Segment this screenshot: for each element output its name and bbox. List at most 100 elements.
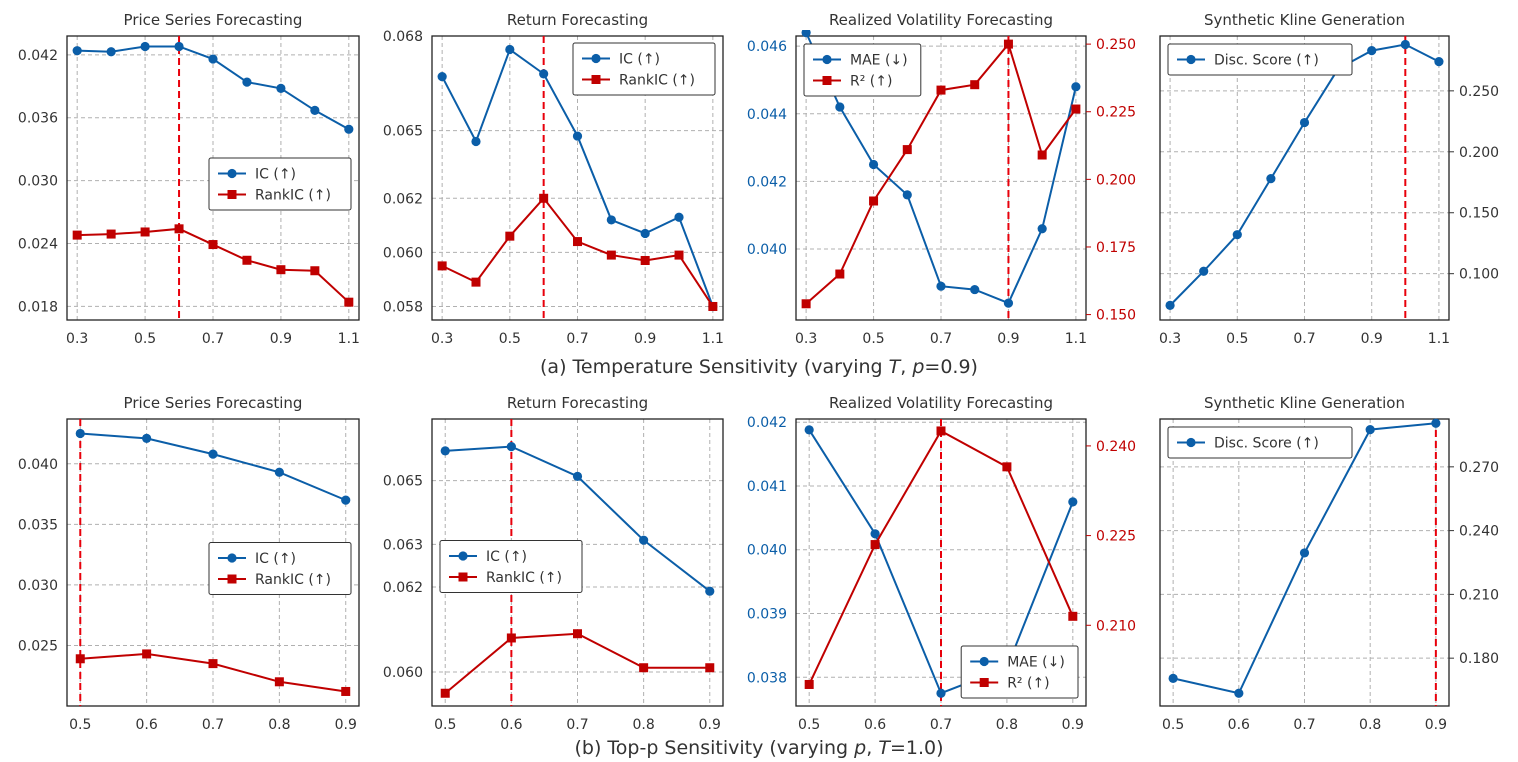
series-line: [444, 632, 710, 695]
chart-8: Synthetic Kline Generation 0.5 0.6 0.7 0.8 0.…: [1159, 394, 1499, 733]
legend-swatch-marker: [979, 678, 989, 687]
legend-box: [803, 43, 922, 97]
x-tick-label: 0.9: [699, 717, 721, 733]
x-tick-label: 0.3: [795, 331, 817, 347]
x-tick-label: 0.5: [134, 331, 156, 347]
legend-label: R² (↑): [850, 74, 892, 90]
legend-box: [1167, 426, 1353, 459]
data-point: [106, 47, 116, 57]
chart-7: Realized Volatility Forecasting 0.5 0.6 0.7…: [747, 394, 1136, 733]
legend-swatch-marker: [822, 54, 832, 65]
data-point: [936, 426, 946, 436]
data-point: [75, 428, 85, 439]
legend-label: IC (↑): [619, 52, 660, 68]
data-point: [902, 190, 912, 200]
data-point: [674, 212, 684, 222]
x-tick-label: 1.1: [1428, 331, 1450, 347]
chart-title: Realized Volatility Forecasting: [829, 394, 1053, 412]
data-point: [208, 449, 218, 459]
legend-swatch-marker: [591, 53, 601, 64]
legend-swatch-marker: [1186, 437, 1196, 448]
y2-tick-label: 0.200: [1096, 172, 1136, 188]
x-tick-label: 0.7: [930, 331, 952, 347]
legend-label: MAE (↓): [850, 53, 908, 69]
data-point: [1367, 46, 1377, 56]
data-point: [539, 193, 549, 203]
x-tick-label: 0.9: [1062, 717, 1084, 733]
y-tick-label: 0.035: [18, 517, 58, 533]
data-point: [344, 297, 354, 307]
data-point: [705, 663, 715, 673]
data-point: [1431, 418, 1441, 428]
plot-area: [801, 30, 1081, 309]
data-point: [1068, 611, 1078, 621]
x-tick-label: 0.5: [1162, 717, 1184, 733]
data-point: [572, 131, 583, 141]
y-tick-label: 0.046: [747, 39, 787, 55]
data-point: [1266, 174, 1276, 184]
data-point: [970, 80, 980, 90]
y-tick-label: 0.042: [18, 48, 58, 64]
data-point: [310, 266, 320, 276]
data-point: [437, 71, 447, 82]
data-point: [573, 237, 582, 247]
x-tick-label: 0.9: [270, 331, 292, 347]
legend-swatch-marker: [458, 551, 468, 561]
data-point: [140, 41, 150, 52]
legend-label: RankIC (↑): [619, 73, 695, 89]
y-tick-label: 0.062: [383, 191, 423, 207]
legend: IC (↑) RankIC (↑): [208, 157, 352, 211]
data-point: [640, 255, 650, 265]
y2-tick-label: 0.175: [1096, 240, 1136, 256]
data-point: [310, 105, 320, 116]
data-point: [437, 261, 447, 271]
y-tick-label: 0.040: [747, 543, 787, 559]
y-tick-label: 0.030: [18, 578, 58, 594]
data-point: [1071, 82, 1081, 92]
y-tick-label: 0.065: [383, 124, 423, 140]
plot-area: [440, 442, 715, 698]
caption-row-b: (b) Top-p Sensitivity (varying p, T=1.0): [574, 737, 944, 759]
plot-frame: [1159, 418, 1450, 707]
legend: MAE (↓) R² (↑): [960, 645, 1079, 699]
plot-area: [437, 44, 718, 312]
chart-4: Synthetic Kline Generation 0.3 0.5 0.7 0.9 1.…: [1159, 11, 1499, 347]
x-tick-label: 0.6: [136, 717, 158, 733]
y2-tick-label: 0.150: [1096, 308, 1136, 324]
legend-box: [1167, 43, 1353, 76]
data-point: [1003, 298, 1014, 308]
data-point: [1168, 673, 1178, 683]
legend: IC (↑) RankIC (↑): [208, 542, 352, 595]
y2-tick-label: 0.240: [1459, 524, 1499, 540]
x-tick-label: 0.6: [864, 717, 886, 733]
legend-label: Disc. Score (↑): [1214, 53, 1319, 69]
data-point: [276, 265, 286, 275]
data-point: [639, 663, 649, 673]
data-point: [1365, 425, 1375, 435]
caption-row-a: (a) Temperature Sensitivity (varying T, …: [540, 356, 978, 378]
data-point: [801, 30, 811, 38]
data-point: [274, 677, 284, 687]
chart-6: Return Forecasting 0.5 0.6 0.7 0.8 0.9 0.060 0.…: [383, 394, 724, 733]
legend-box: [208, 542, 352, 595]
plot-area: [75, 428, 351, 696]
x-tick-label: 0.7: [202, 331, 224, 347]
y-tick-label: 0.038: [747, 670, 787, 686]
data-point: [1165, 300, 1175, 310]
legend: IC (↑) RankIC (↑): [572, 42, 716, 96]
data-point: [242, 255, 252, 265]
legend-swatch-marker: [227, 553, 237, 563]
y2-tick-label: 0.200: [1459, 145, 1499, 161]
y-tick-label: 0.025: [18, 638, 58, 654]
data-point: [242, 77, 252, 87]
data-point: [142, 649, 152, 659]
data-point: [1068, 497, 1078, 507]
x-tick-label: 0.6: [1228, 717, 1250, 733]
legend-swatch-marker: [227, 168, 237, 179]
data-point: [341, 686, 351, 696]
y-tick-label: 0.030: [18, 174, 58, 190]
x-tick-label: 0.7: [1293, 331, 1315, 347]
data-point: [835, 269, 845, 279]
y-tick-label: 0.060: [383, 245, 423, 261]
